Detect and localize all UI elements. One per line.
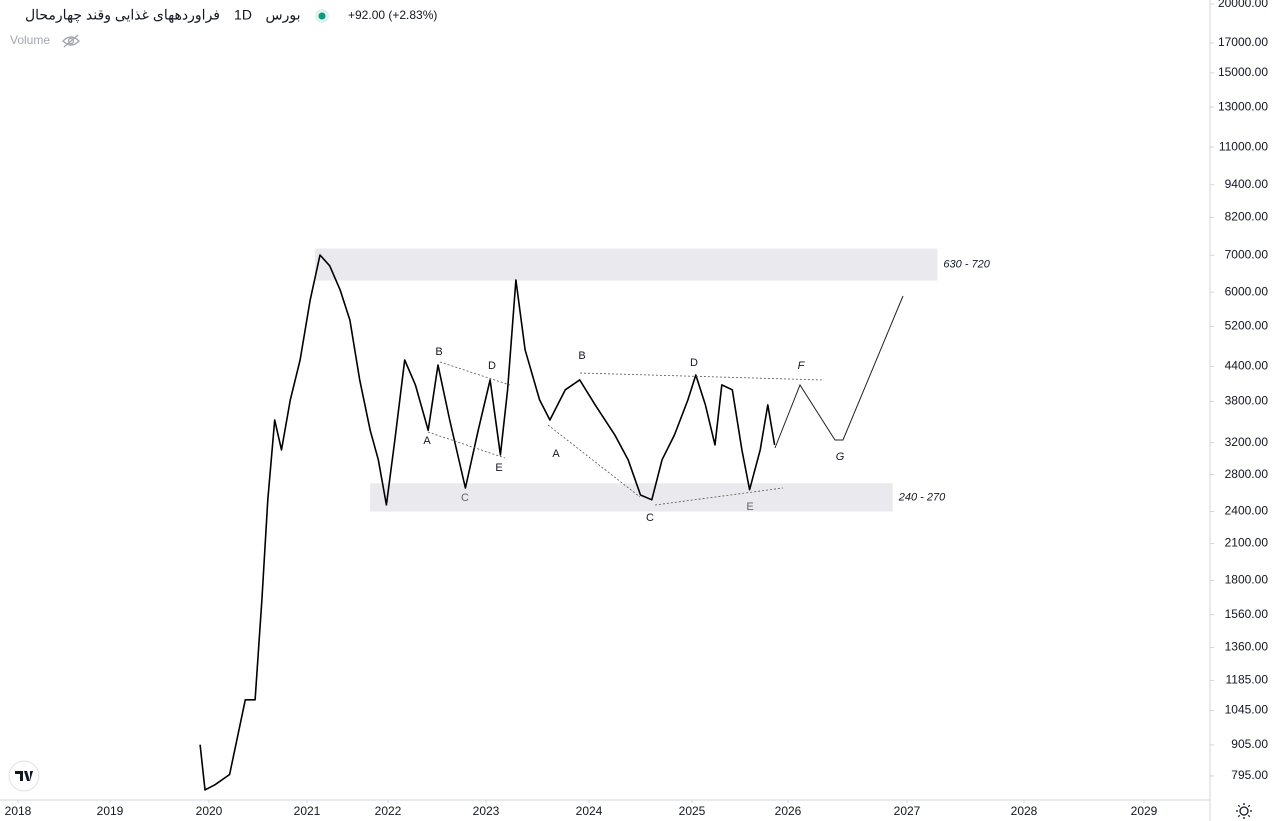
projection-path <box>774 295 904 449</box>
y-tick-label: 7000.00 <box>1225 247 1269 261</box>
price-zone <box>315 248 938 281</box>
wave-label: B <box>435 346 442 358</box>
y-tick-label: 905.00 <box>1231 737 1268 751</box>
wave-label: A <box>552 448 560 460</box>
y-tick-label: 3200.00 <box>1225 435 1269 449</box>
settings-icon[interactable] <box>1236 803 1252 819</box>
y-tick-label: 1045.00 <box>1225 703 1269 717</box>
x-tick-label: 2024 <box>576 804 603 818</box>
x-tick-label: 2018 <box>5 804 32 818</box>
y-tick-label: 1185.00 <box>1226 673 1269 687</box>
zone-label: 240 - 270 <box>898 491 946 503</box>
y-tick-label: 1800.00 <box>1225 573 1269 587</box>
y-tick-label: 5200.00 <box>1225 319 1269 333</box>
y-tick-label: 11000.00 <box>1219 139 1268 153</box>
x-tick-label: 2025 <box>679 804 706 818</box>
y-tick-label: 1560.00 <box>1225 607 1269 621</box>
y-tick-label: 15000.00 <box>1218 65 1268 79</box>
wave-label: A <box>423 435 431 447</box>
y-tick-label: 17000.00 <box>1218 35 1268 49</box>
x-tick-label: 2020 <box>196 804 223 818</box>
wave-label: D <box>488 360 496 372</box>
x-tick-label: 2021 <box>294 804 321 818</box>
zone-label: 630 - 720 <box>943 258 990 270</box>
wave-label: C <box>646 512 654 524</box>
trend-lines <box>427 361 824 506</box>
y-tick-label: 4400.00 <box>1225 359 1269 373</box>
interval: 1D <box>234 7 252 23</box>
y-tick-label: 20000.00 <box>1218 0 1268 10</box>
y-tick-label: 2400.00 <box>1225 504 1269 518</box>
y-tick-label: 2800.00 <box>1225 467 1269 481</box>
price-change: +92.00 (+2.83%) <box>348 8 437 22</box>
price-zone <box>370 483 893 512</box>
y-tick-label: 6000.00 <box>1225 284 1269 298</box>
wave-label: E <box>495 462 502 474</box>
y-tick-label: 9400.00 <box>1225 177 1269 191</box>
wave-label: E <box>746 501 753 513</box>
exchange: بورس <box>266 7 301 24</box>
wave-label: D <box>690 357 698 369</box>
y-tick-label: 795.00 <box>1231 768 1268 782</box>
y-tick-label: 1360.00 <box>1225 640 1269 654</box>
wave-label: B <box>578 350 585 362</box>
wave-label: G <box>836 451 845 463</box>
symbol-name: فراوردههای غذایی وقند چهارمحال <box>25 7 220 24</box>
x-tick-label: 2028 <box>1011 804 1038 818</box>
x-tick-label: 2022 <box>375 804 402 818</box>
price-line <box>199 254 776 791</box>
wave-label: F <box>798 360 806 372</box>
x-tick-label: 2027 <box>894 804 921 818</box>
status-dot <box>318 12 326 20</box>
x-tick-label: 2026 <box>775 804 802 818</box>
y-tick-label: 13000.00 <box>1218 99 1268 113</box>
y-tick-label: 3800.00 <box>1225 394 1269 408</box>
x-tick-label: 2029 <box>1131 804 1158 818</box>
y-tick-label: 8200.00 <box>1225 210 1269 224</box>
volume-label: Volume <box>10 33 50 47</box>
hide-icon[interactable] <box>62 34 80 48</box>
y-tick-label: 2100.00 <box>1225 536 1269 550</box>
wave-label: C <box>461 492 469 504</box>
x-tick-label: 2019 <box>97 804 124 818</box>
tv-logo[interactable] <box>8 760 40 792</box>
x-tick-label: 2023 <box>473 804 500 818</box>
